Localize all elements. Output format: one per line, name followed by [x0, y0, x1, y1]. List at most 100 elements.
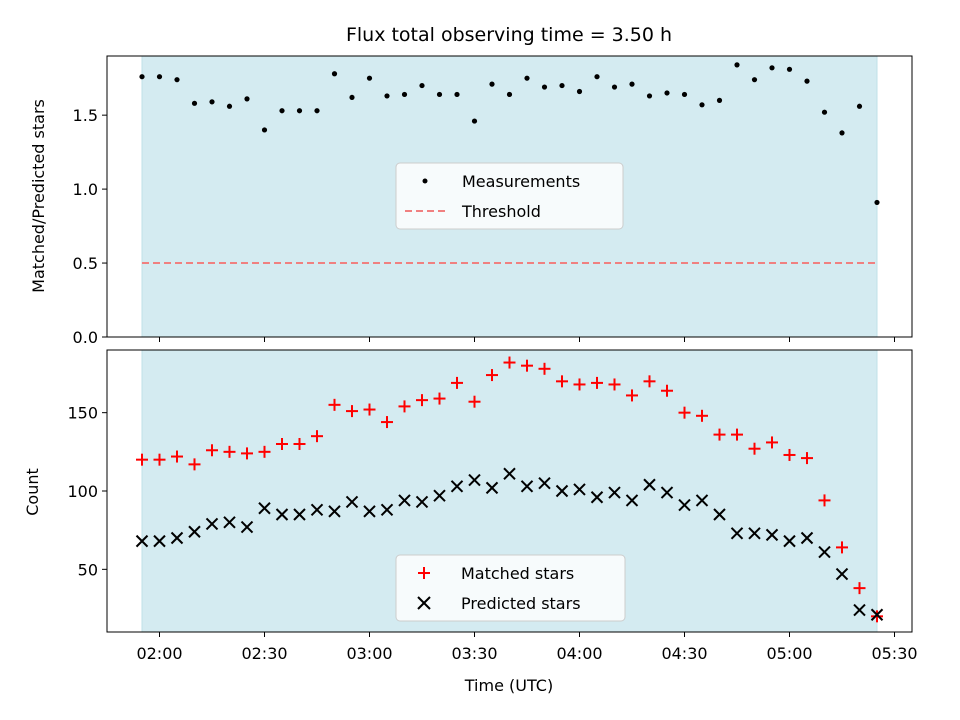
measurement-point: [296, 108, 303, 114]
measurement-point: [261, 127, 268, 133]
matched-star-point: [503, 356, 516, 369]
predicted-star-stroke-b: [380, 503, 394, 517]
measurement-point: [314, 108, 320, 114]
matched-star-point: [608, 378, 621, 391]
measurement-point: [594, 74, 600, 80]
matched-star-point: [696, 409, 708, 422]
predicted-star-point: [870, 608, 884, 621]
bottom-y-axis-label: Count: [23, 468, 42, 516]
predicted-star-point: [660, 486, 674, 499]
measurement-point: [471, 118, 478, 124]
predicted-star-stroke-b: [398, 494, 411, 507]
legend-matched-marker: [418, 567, 430, 579]
matched-star-point: [801, 452, 813, 465]
measurement-point: [349, 94, 355, 101]
measurement-point: [559, 82, 565, 89]
matched-star-point: [258, 445, 271, 458]
predicted-star-point: [450, 480, 464, 493]
x-tick-label: 04:30: [661, 644, 707, 663]
predicted-star-stroke-b: [730, 527, 744, 540]
predicted-star-stroke-b: [660, 486, 674, 499]
predicted-star-point: [380, 503, 394, 517]
legend-measurements-label: Measurements: [462, 172, 580, 191]
bottom-y-tick-label: 100: [67, 482, 98, 501]
matched-star-point: [836, 541, 848, 554]
measurement-point: [524, 75, 530, 81]
measurement-point: [681, 91, 688, 98]
predicted-star-stroke-b: [363, 505, 376, 518]
predicted-star-point: [345, 495, 359, 509]
matched-star-point: [153, 453, 166, 466]
measurement-point: [226, 103, 233, 109]
measurement-point: [366, 75, 373, 81]
measurement-point: [804, 78, 810, 84]
measurement-point: [156, 74, 163, 80]
bottom-y-ticks: 50 100 150: [67, 404, 107, 579]
measurement-point: [839, 130, 845, 136]
predicted-star-stroke-b: [223, 516, 236, 529]
predicted-star-stroke-b: [590, 491, 604, 504]
measurement-point: [576, 88, 583, 95]
measurement-point: [331, 71, 338, 77]
matched-star-point: [661, 384, 673, 397]
predicted-star-stroke-b: [853, 603, 866, 617]
predicted-star-point: [800, 531, 814, 545]
measurement-point: [244, 96, 250, 102]
predicted-star-stroke-b: [818, 545, 831, 559]
matched-star-point: [136, 453, 148, 466]
matched-star-point: [293, 438, 306, 450]
predicted-star-stroke-b: [503, 467, 516, 480]
predicted-star-point: [538, 476, 551, 490]
predicted-star-stroke-b: [468, 473, 481, 487]
measurement-point: [856, 103, 863, 109]
predicted-star-point: [695, 494, 709, 507]
x-tick-label: 04:00: [556, 644, 602, 663]
matched-star-point: [188, 458, 201, 471]
measurement-point: [139, 74, 145, 80]
predicted-star-stroke-b: [643, 478, 656, 491]
predicted-star-point: [643, 478, 656, 491]
matched-star-point: [766, 436, 778, 449]
predicted-star-point: [730, 527, 744, 540]
matched-star-point: [398, 400, 411, 413]
matched-star-point: [206, 444, 218, 457]
predicted-star-point: [765, 528, 779, 542]
measurement-point: [646, 93, 653, 99]
predicted-star-stroke-b: [433, 489, 446, 502]
predicted-star-point: [415, 495, 429, 509]
predicted-star-point: [625, 494, 639, 507]
measurement-point: [384, 93, 390, 99]
predicted-star-point: [275, 508, 289, 521]
x-tick-label: 05:00: [766, 644, 812, 663]
matched-star-point: [626, 389, 638, 402]
predicted-star-point: [328, 505, 341, 518]
top-panel: Flux total observing time = 3.50 h 0.00.…: [29, 24, 913, 347]
measurement-point: [821, 109, 828, 115]
matched-star-point: [538, 362, 551, 375]
top-y-tick-label: 0.5: [73, 254, 98, 273]
predicted-star-stroke-b: [555, 484, 569, 498]
predicted-star-stroke-b: [625, 494, 639, 507]
measurement-points: [139, 62, 880, 206]
measurement-point: [489, 81, 495, 87]
measurement-point: [629, 81, 635, 87]
measurement-point: [174, 77, 180, 83]
predicted-star-stroke-b: [783, 534, 796, 548]
measurement-point: [436, 91, 443, 98]
matched-star-point: [486, 369, 498, 382]
matched-star-point: [748, 442, 761, 455]
legend-predicted-marker: [417, 596, 431, 610]
predicted-star-stroke-b: [870, 608, 884, 621]
predicted-star-stroke-b: [608, 486, 621, 499]
matched-star-point: [171, 450, 183, 463]
predicted-star-point: [188, 525, 201, 538]
matched-star-point: [643, 375, 656, 388]
predicted-star-point: [205, 517, 219, 531]
measurement-point: [541, 84, 548, 90]
top-y-ticks: 0.0 0.5 1.0 1.5: [73, 106, 107, 347]
top-y-tick-label: 1.5: [73, 106, 98, 125]
x-tick-label: 02:30: [241, 644, 287, 663]
predicted-star-point: [555, 484, 569, 498]
predicted-star-stroke-b: [345, 495, 359, 509]
matched-star-point: [451, 376, 463, 389]
